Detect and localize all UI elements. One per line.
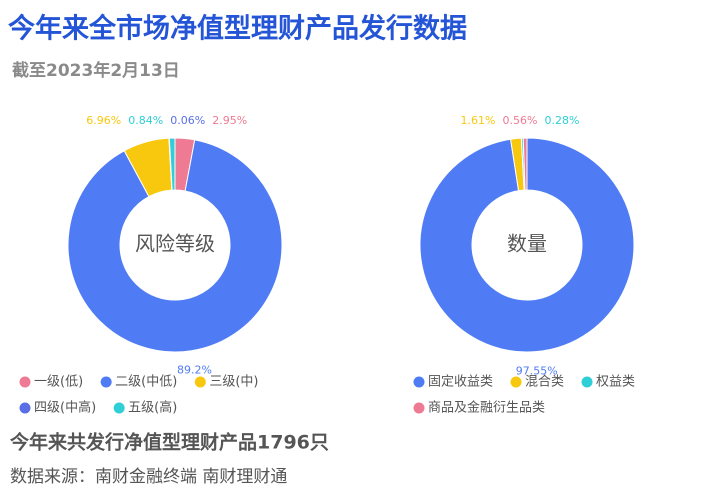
donut-slice — [522, 137, 528, 191]
legend-swatch — [19, 402, 31, 414]
value-label: 2.95% — [212, 114, 247, 127]
center-label: 数量 — [507, 232, 547, 256]
value-label: 0.56% — [503, 114, 538, 127]
legend-label: 五级(高) — [128, 400, 177, 416]
legend-swatch — [113, 402, 125, 414]
page-title: 今年来全市场净值型理财产品发行数据 — [8, 13, 467, 45]
donut-slice — [168, 137, 176, 191]
legend-label: 权益类 — [596, 374, 635, 390]
legend-swatch — [194, 376, 206, 388]
donut-slice — [419, 137, 635, 353]
center-label: 风险等级 — [135, 232, 215, 256]
source: 数据来源：南财金融终端 南财理财通 — [10, 467, 287, 487]
subtitle: 截至2023年2月13日 — [12, 60, 180, 81]
legend-label: 固定收益类 — [428, 375, 493, 390]
legend-label: 混合类 — [525, 375, 564, 390]
legend-label: 三级(中) — [209, 375, 258, 390]
value-label: 6.96% — [86, 114, 121, 127]
summary: 今年来共发行净值型理财产品1796只 — [9, 431, 329, 454]
value-label: 97.55% — [516, 365, 558, 378]
value-label: 1.61% — [461, 114, 496, 127]
legend-swatch — [510, 376, 522, 388]
legend-label: 商品及金融衍生品类 — [428, 400, 545, 416]
legend-label: 四级(中高) — [34, 400, 96, 416]
legend-label: 二级(中低) — [115, 375, 177, 390]
legend-label: 一级(低) — [34, 375, 83, 390]
legend-swatch — [100, 376, 112, 388]
donut-slice — [67, 139, 283, 353]
value-label: 89.2% — [177, 363, 212, 376]
legend-swatch — [581, 376, 593, 388]
value-label: 0.06% — [170, 114, 205, 127]
value-label: 0.28% — [545, 114, 580, 127]
legend-swatch — [413, 376, 425, 388]
legend-swatch — [19, 376, 31, 388]
value-label: 0.84% — [128, 114, 163, 127]
legend-swatch — [413, 402, 425, 414]
